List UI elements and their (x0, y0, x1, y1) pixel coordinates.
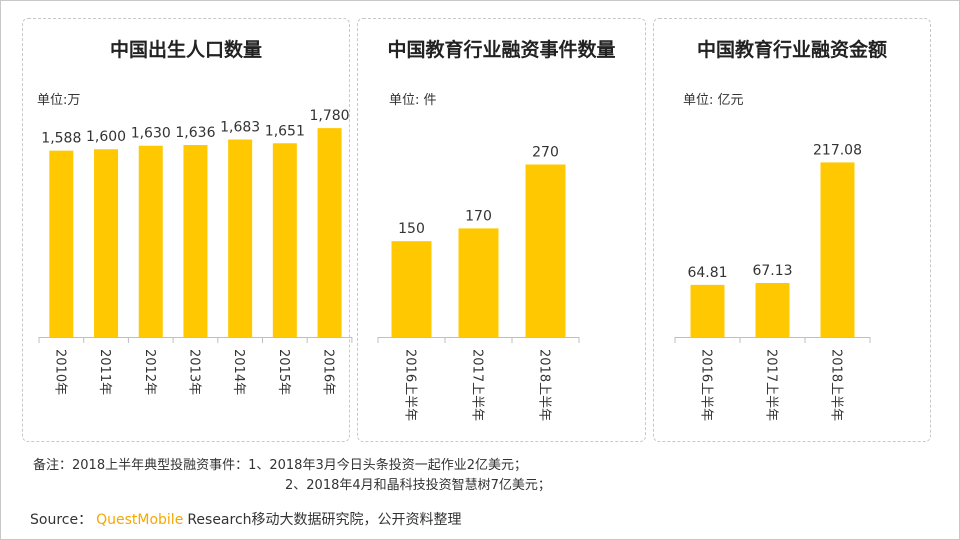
data-label: 270 (532, 145, 559, 161)
category-label: 2017上半年 (764, 349, 779, 421)
category-label: 2010年 (52, 349, 67, 395)
data-label: 150 (398, 221, 425, 237)
category-label: 2018上半年 (829, 349, 844, 421)
bar (317, 128, 342, 337)
financing-events-chart: 150 2016上半年 170 2017上半年 270 2018上半年 (377, 145, 580, 421)
bar (49, 150, 74, 337)
footnote-line-1: 备注：2018上半年典型投融资事件：1、2018年3月今日头条投资一起作业2亿美… (33, 458, 527, 473)
data-label: 1,588 (41, 131, 81, 147)
financing-amount-chart: 64.81 2016上半年 67.13 2017上半年 217.08 2018上半年 (674, 142, 871, 421)
chart-title: 中国教育行业融资金额 (696, 39, 887, 61)
bar (138, 145, 163, 337)
chart-panel-financing-events: 中国教育行业融资事件数量 单位: 件 150 2016上半年 170 2017上半年 2… (357, 18, 646, 442)
category-label: 2013年 (186, 349, 201, 395)
bar (391, 241, 432, 337)
data-label: 170 (465, 208, 492, 224)
chart-title: 中国出生人口数量 (109, 39, 262, 61)
chart-panel-birth-population: 中国出生人口数量 单位:万 1,588 2010年 1,600 2011年 1,630 2… (22, 18, 353, 442)
chart-unit: 单位:万 (37, 93, 81, 108)
data-label: 1,683 (220, 120, 260, 136)
bar (755, 283, 790, 337)
data-label: 1,780 (310, 108, 350, 124)
category-label: 2016上半年 (403, 349, 418, 421)
data-label: 1,651 (265, 123, 305, 139)
birth-population-chart: 1,588 2010年 1,600 2011年 1,630 2012年 1,636 2013年… (38, 108, 353, 395)
bar (690, 284, 725, 337)
bar (183, 145, 208, 337)
bar (525, 164, 566, 337)
category-label: 2016年 (321, 349, 336, 395)
bar (820, 162, 855, 337)
category-label: 2011年 (97, 349, 112, 395)
chart-unit: 单位: 亿元 (683, 93, 744, 108)
source-text: Research移动大数据研究院，公开资料整理 (187, 512, 462, 528)
source-label: Source： (30, 512, 93, 528)
chart-unit: 单位: 件 (389, 93, 437, 108)
category-label: 2015年 (276, 349, 291, 395)
category-label: 2012年 (142, 349, 157, 395)
category-label: 2014年 (231, 349, 246, 395)
data-label: 217.08 (813, 142, 862, 158)
bar (228, 139, 253, 337)
chart-panel-financing-amount: 中国教育行业融资金额 单位: 亿元 64.81 2016上半年 67.13 2017上… (653, 18, 931, 442)
data-label: 1,630 (131, 126, 171, 142)
data-label: 1,600 (86, 129, 126, 145)
category-label: 2018上半年 (537, 349, 552, 421)
category-label: 2017上半年 (470, 349, 485, 421)
footnote-line-2: 2、2018年4月和晶科技投资智慧树7亿美元； (285, 478, 551, 493)
data-label: 1,636 (175, 125, 215, 141)
category-label: 2016上半年 (699, 349, 714, 421)
source-line: Source： QuestMobile Research移动大数据研究院，公开资料整… (30, 509, 462, 529)
bar (272, 143, 297, 337)
chart-title: 中国教育行业融资事件数量 (387, 39, 616, 61)
source-brand: QuestMobile (96, 512, 184, 528)
data-label: 67.13 (752, 263, 792, 279)
bar (458, 228, 499, 337)
data-label: 64.81 (687, 265, 727, 281)
bar (94, 149, 119, 337)
